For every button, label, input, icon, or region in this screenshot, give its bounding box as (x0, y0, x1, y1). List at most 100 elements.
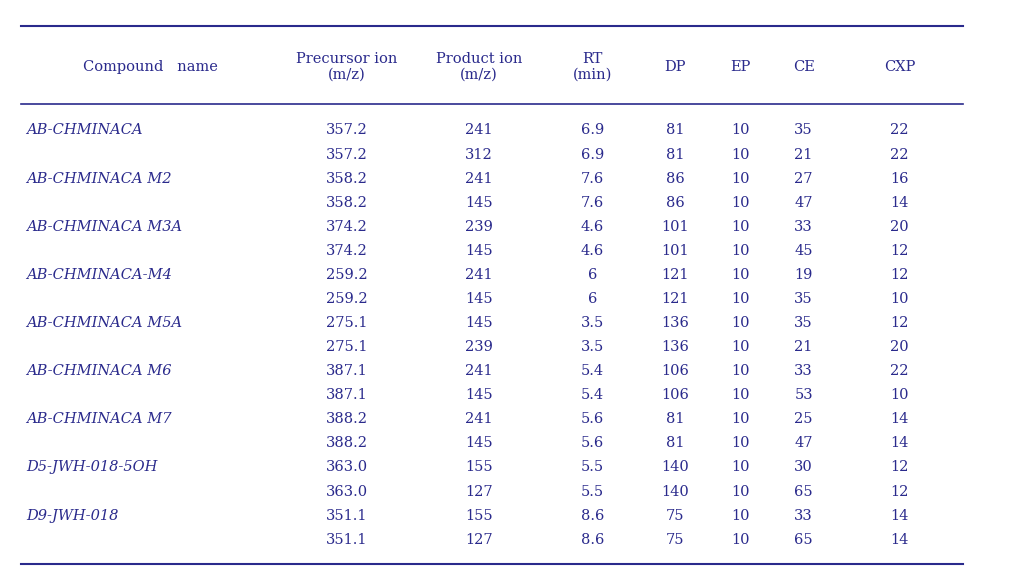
Text: 65: 65 (795, 484, 812, 499)
Text: 363.0: 363.0 (326, 461, 367, 474)
Text: 10: 10 (731, 461, 749, 474)
Text: AB-CHMINACA: AB-CHMINACA (26, 124, 143, 137)
Text: 14: 14 (890, 412, 909, 426)
Text: 357.2: 357.2 (326, 124, 367, 137)
Text: 14: 14 (890, 509, 909, 523)
Text: 241: 241 (465, 364, 493, 378)
Text: 145: 145 (465, 388, 493, 403)
Text: 358.2: 358.2 (326, 172, 367, 186)
Text: 387.1: 387.1 (326, 364, 367, 378)
Text: 5.4: 5.4 (581, 364, 604, 378)
Text: 351.1: 351.1 (326, 509, 367, 523)
Text: 363.0: 363.0 (326, 484, 367, 499)
Text: 5.6: 5.6 (581, 436, 604, 451)
Text: 21: 21 (795, 147, 812, 162)
Text: 35: 35 (795, 124, 812, 137)
Text: 241: 241 (465, 268, 493, 282)
Text: 387.1: 387.1 (326, 388, 367, 403)
Text: 358.2: 358.2 (326, 195, 367, 210)
Text: 10: 10 (731, 220, 749, 234)
Text: 10: 10 (731, 244, 749, 258)
Text: EP: EP (730, 60, 750, 74)
Text: 20: 20 (890, 340, 909, 354)
Text: 35: 35 (795, 316, 812, 330)
Text: 10: 10 (731, 532, 749, 547)
Text: 25: 25 (795, 412, 812, 426)
Text: 45: 45 (795, 244, 812, 258)
Text: 10: 10 (731, 340, 749, 354)
Text: AB-CHMINACA M5A: AB-CHMINACA M5A (26, 316, 182, 330)
Text: 121: 121 (661, 292, 689, 306)
Text: 106: 106 (661, 388, 689, 403)
Text: 10: 10 (731, 292, 749, 306)
Text: 136: 136 (661, 340, 689, 354)
Text: 239: 239 (465, 220, 493, 234)
Text: CE: CE (793, 60, 815, 74)
Text: 312: 312 (465, 147, 493, 162)
Text: AB-CHMINACA M3A: AB-CHMINACA M3A (26, 220, 182, 234)
Text: 127: 127 (465, 532, 493, 547)
Text: 65: 65 (795, 532, 812, 547)
Text: 33: 33 (794, 220, 814, 234)
Text: 4.6: 4.6 (581, 244, 604, 258)
Text: 53: 53 (795, 388, 812, 403)
Text: 75: 75 (667, 509, 684, 523)
Text: 5.4: 5.4 (581, 388, 604, 403)
Text: AB-CHMINACA M7: AB-CHMINACA M7 (26, 412, 172, 426)
Text: 241: 241 (465, 412, 493, 426)
Text: D5-JWH-018-5OH: D5-JWH-018-5OH (26, 461, 157, 474)
Text: AB-CHMINACA M6: AB-CHMINACA M6 (26, 364, 172, 378)
Text: 241: 241 (465, 124, 493, 137)
Text: 81: 81 (667, 147, 684, 162)
Text: 10: 10 (731, 172, 749, 186)
Text: 10: 10 (731, 436, 749, 451)
Text: 27: 27 (795, 172, 812, 186)
Text: 136: 136 (661, 316, 689, 330)
Text: 5.5: 5.5 (581, 461, 604, 474)
Text: AB-CHMINACA M2: AB-CHMINACA M2 (26, 172, 172, 186)
Text: 12: 12 (890, 316, 909, 330)
Text: AB-CHMINACA-M4: AB-CHMINACA-M4 (26, 268, 172, 282)
Text: 10: 10 (731, 412, 749, 426)
Text: 22: 22 (890, 124, 909, 137)
Text: 12: 12 (890, 461, 909, 474)
Text: 3.5: 3.5 (581, 316, 604, 330)
Text: 14: 14 (890, 532, 909, 547)
Text: 140: 140 (661, 484, 689, 499)
Text: 374.2: 374.2 (326, 244, 367, 258)
Text: 22: 22 (890, 364, 909, 378)
Text: 6: 6 (588, 268, 597, 282)
Text: 10: 10 (731, 509, 749, 523)
Text: 10: 10 (890, 388, 909, 403)
Text: 101: 101 (661, 244, 689, 258)
Text: 351.1: 351.1 (326, 532, 367, 547)
Text: 6.9: 6.9 (581, 147, 604, 162)
Text: 81: 81 (667, 412, 684, 426)
Text: 33: 33 (794, 509, 814, 523)
Text: 145: 145 (465, 436, 493, 451)
Text: 35: 35 (795, 292, 812, 306)
Text: 19: 19 (795, 268, 812, 282)
Text: DP: DP (664, 60, 686, 74)
Text: Compound   name: Compound name (83, 60, 217, 74)
Text: 241: 241 (465, 172, 493, 186)
Text: 101: 101 (661, 220, 689, 234)
Text: 145: 145 (465, 316, 493, 330)
Text: 10: 10 (731, 364, 749, 378)
Text: 106: 106 (661, 364, 689, 378)
Text: 4.6: 4.6 (581, 220, 604, 234)
Text: 3.5: 3.5 (581, 340, 604, 354)
Text: 6.9: 6.9 (581, 124, 604, 137)
Text: RT
(min): RT (min) (572, 52, 613, 82)
Text: 8.6: 8.6 (581, 532, 604, 547)
Text: Product ion
(m/z): Product ion (m/z) (436, 52, 522, 82)
Text: 12: 12 (890, 268, 909, 282)
Text: 388.2: 388.2 (326, 412, 367, 426)
Text: 7.6: 7.6 (581, 172, 604, 186)
Text: 388.2: 388.2 (326, 436, 367, 451)
Text: 275.1: 275.1 (326, 316, 367, 330)
Text: 5.6: 5.6 (581, 412, 604, 426)
Text: 10: 10 (731, 195, 749, 210)
Text: 374.2: 374.2 (326, 220, 367, 234)
Text: 10: 10 (731, 484, 749, 499)
